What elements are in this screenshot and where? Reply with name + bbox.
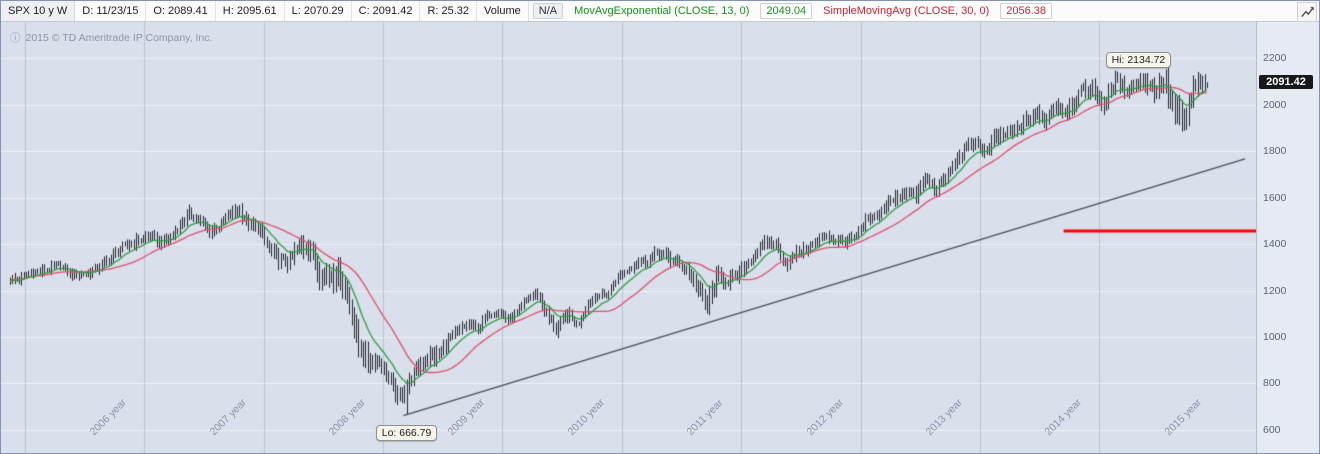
y-axis-tick-label: 1200	[1263, 284, 1287, 297]
y-axis-tick-label: 2000	[1263, 98, 1287, 111]
y-axis-tick-label: 800	[1263, 377, 1281, 390]
high-annotation: Hi: 2134.72	[1105, 52, 1172, 69]
y-axis-tick-label: 1800	[1263, 145, 1287, 158]
low-annotation: Lo: 666.79	[375, 425, 438, 442]
ohlc-high: H: 2095.61	[216, 1, 285, 21]
volume-study-label[interactable]: Volume	[477, 1, 529, 21]
header-spacer	[1056, 1, 1295, 21]
sma-study-label[interactable]: SimpleMovingAvg (CLOSE, 30, 0)	[823, 5, 990, 17]
ohlc-close: C: 2091.42	[352, 1, 421, 21]
price-axis[interactable]: 600 800 1000 1200 1400 1600 1800 2000 2200 2091.…	[1256, 22, 1319, 453]
ohlc-open: O: 2089.41	[146, 1, 216, 21]
chart-region: ⓘ 2015 © TD Ameritrade IP Company, Inc. …	[1, 22, 1319, 453]
chart-header: SPX 10 y W D: 11/23/15 O: 2089.41 H: 209…	[1, 1, 1319, 22]
ema-study-label[interactable]: MovAvgExponential (CLOSE, 13, 0)	[574, 5, 750, 17]
y-axis-tick-label: 600	[1263, 423, 1281, 436]
last-price-bubble: 2091.42	[1259, 75, 1313, 90]
y-axis-tick-label: 2200	[1263, 52, 1287, 65]
y-axis-tick-label: 1400	[1263, 238, 1287, 250]
ohlc-date: D: 11/23/15	[75, 1, 147, 21]
price-chart-canvas[interactable]	[1, 22, 1257, 453]
line-chart-glyph	[1300, 6, 1314, 17]
chart-style-icon[interactable]	[1297, 2, 1317, 22]
sma-value: 2056.38	[1000, 3, 1052, 19]
ohlc-range: R: 25.32	[420, 1, 478, 21]
symbol-selector[interactable]: SPX 10 y W	[1, 1, 76, 21]
ema-value: 2049.04	[760, 3, 813, 19]
y-axis-tick-label: 1600	[1263, 191, 1287, 204]
ohlc-low: L: 2070.29	[285, 1, 352, 21]
y-axis-tick-label: 1000	[1263, 330, 1287, 343]
volume-value: N/A	[532, 3, 564, 19]
